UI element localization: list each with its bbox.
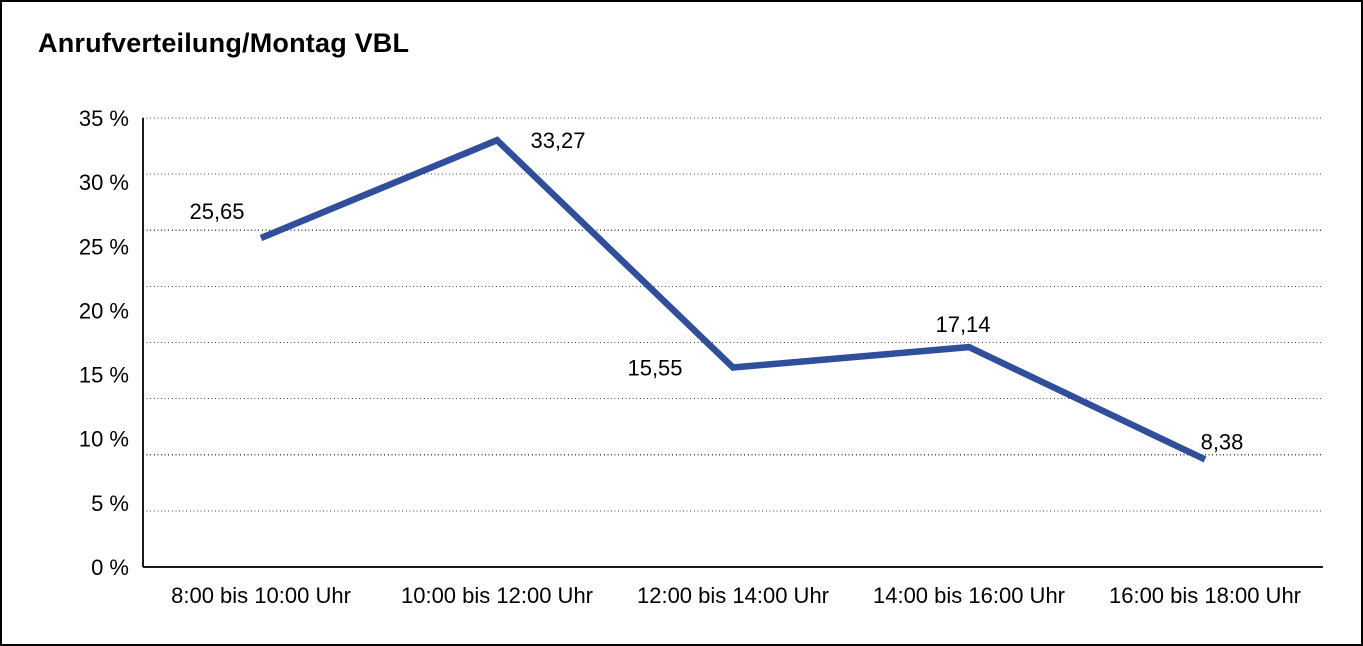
data-point-label: 15,55	[627, 356, 682, 381]
x-tick-label: 10:00 bis 12:00 Uhr	[401, 583, 593, 608]
data-point-label: 8,38	[1201, 429, 1244, 454]
x-tick-label: 16:00 bis 18:00 Uhr	[1109, 583, 1301, 608]
data-point-label: 25,65	[189, 199, 244, 224]
y-tick-label: 25 %	[79, 234, 129, 259]
data-point-label: 33,27	[530, 128, 585, 153]
data-point-label: 17,14	[935, 312, 990, 337]
y-tick-label: 10 %	[79, 427, 129, 452]
y-tick-label: 15 %	[79, 363, 129, 388]
series-line	[259, 136, 1207, 463]
y-tick-label: 0 %	[91, 555, 129, 580]
x-tick-label: 8:00 bis 10:00 Uhr	[171, 583, 351, 608]
chart-title: Anrufverteilung/Montag VBL	[38, 28, 410, 58]
y-tick-label: 5 %	[91, 491, 129, 516]
y-tick-label: 35 %	[79, 106, 129, 131]
y-tick-label: 30 %	[79, 170, 129, 195]
x-tick-label: 12:00 bis 14:00 Uhr	[637, 583, 829, 608]
y-tick-label: 20 %	[79, 298, 129, 323]
x-tick-label: 14:00 bis 16:00 Uhr	[873, 583, 1065, 608]
